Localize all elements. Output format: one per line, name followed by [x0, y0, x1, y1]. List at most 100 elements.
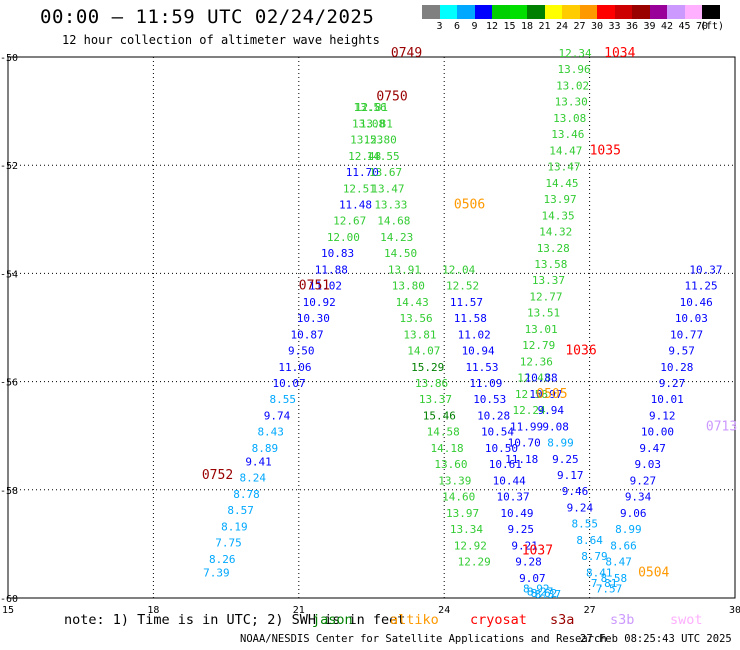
colorbar-swatch: [544, 5, 562, 19]
wave-height-label: 9.25: [552, 453, 579, 466]
wave-height-label: 13.56: [400, 312, 433, 325]
wave-height-label: 12.04: [442, 263, 475, 276]
wave-height-label: 10.01: [651, 393, 684, 406]
wave-height-label: 13.56: [353, 101, 386, 114]
wave-height-label: 8.19: [221, 520, 248, 533]
wave-height-label: 11.18: [505, 453, 538, 466]
colorbar-swatch: [422, 5, 440, 19]
wave-height-label: 14.50: [384, 247, 417, 260]
wave-height-label: 10.46: [680, 296, 713, 309]
wave-height-label: 10.77: [670, 328, 703, 341]
colorbar-swatch: [474, 5, 492, 19]
wave-height-label: 13.46: [551, 128, 584, 141]
wave-height-label: 10.07: [273, 377, 306, 390]
pass-time-label: 0750: [376, 89, 407, 104]
wave-height-label: 9.46: [562, 485, 589, 498]
colorbar-tick-label: 21: [538, 21, 551, 32]
wave-height-label: 8.57: [227, 504, 254, 517]
wave-height-label: 12.81: [355, 101, 388, 114]
wave-height-label: 10.03: [675, 312, 708, 325]
colorbar-tick-label: 45: [678, 21, 691, 32]
wave-height-label: 10.97: [529, 388, 562, 401]
wave-height-label: 10.49: [500, 507, 533, 520]
colorbar-swatch: [632, 5, 650, 19]
wave-height-label: 10.28: [660, 361, 693, 374]
wave-height-label: 8.43: [257, 426, 284, 439]
pass-time-label: 1036: [565, 344, 596, 359]
wave-height-label: 9.03: [635, 458, 662, 471]
wave-height-label: 13.58: [534, 258, 567, 271]
wave-height-label: 13.97: [446, 507, 479, 520]
x-tick-label: 27: [584, 605, 596, 616]
wave-height-label: 14.55: [367, 150, 400, 163]
colorbar-tick-label: 30: [590, 21, 604, 32]
wave-height-label: 12.24: [512, 404, 545, 417]
y-tick-label: -50: [0, 53, 18, 64]
wave-height-label: 9.12: [649, 409, 676, 422]
colorbar-tick-label: 9: [471, 21, 478, 32]
wave-height-label: 14.45: [545, 177, 578, 190]
wave-height-label: 11.53: [465, 361, 498, 374]
wave-height-label: 8.89: [252, 442, 279, 455]
colorbar-tick-label: 36: [625, 21, 639, 32]
wave-height-label: 14.07: [407, 345, 440, 358]
wave-height-label: 9.17: [557, 469, 584, 482]
wave-height-label: 15.29: [411, 361, 444, 374]
wave-height-label: 14.32: [539, 226, 572, 239]
wave-height-label: 11.25: [685, 280, 718, 293]
wave-height-label: 8.55: [572, 518, 599, 531]
colorbar-swatch: [439, 5, 457, 19]
satellite-legend-item: cryosat: [470, 612, 527, 628]
pass-time-label: 0713: [706, 419, 737, 434]
wave-height-label: 8.99: [547, 437, 574, 450]
x-tick-label: 18: [147, 605, 159, 616]
wave-height-label: 13.67: [369, 166, 402, 179]
wave-height-label: 13.81: [403, 328, 436, 341]
credit-line: NOAA/NESDIS Center for Satellite Applica…: [240, 633, 607, 645]
wave-height-label: 9.24: [567, 501, 594, 514]
wave-height-label: 7.39: [203, 566, 230, 579]
wave-height-label: 10.87: [290, 328, 323, 341]
y-tick-label: -56: [0, 378, 18, 389]
wave-height-label: 14.68: [377, 215, 410, 228]
wave-height-label: 10.30: [297, 312, 330, 325]
footnote: note: 1) Time is in UTC; 2) SWH is in fe…: [64, 612, 406, 628]
wave-height-label: 11.48: [339, 198, 372, 211]
wave-height-label: 8.37: [535, 588, 562, 601]
wave-height-label: 9.41: [245, 455, 272, 468]
wave-height-label: 11.88: [315, 263, 348, 276]
wave-height-label: 12.34: [558, 47, 591, 60]
wave-height-label: 11.57: [450, 296, 483, 309]
wave-height-label: 8.24: [240, 472, 267, 485]
pass-time-label: 0504: [638, 565, 669, 580]
wave-height-label: 10.44: [493, 474, 526, 487]
wave-height-label: 11.02: [309, 280, 342, 293]
colorbar-swatch: [579, 5, 597, 19]
pass-time-label: 1037: [522, 544, 553, 559]
colorbar-tick-label: 33: [608, 21, 621, 32]
wave-height-label: 8.79: [581, 550, 608, 563]
wave-height-label: 13.01: [525, 323, 558, 336]
wave-height-label: 13.80: [392, 280, 425, 293]
wave-height-label: 8.41: [586, 566, 613, 579]
wave-height-label: 13.08: [553, 112, 586, 125]
wave-height-label: 8.26: [209, 553, 236, 566]
wave-height-label: 12.51: [343, 182, 376, 195]
wave-height-label: 8.47: [605, 556, 632, 569]
colorbar-tick-label: 70: [695, 21, 709, 32]
colorbar-swatch: [684, 5, 702, 19]
wave-height-label: 12.43: [517, 372, 550, 385]
colorbar-tick-label: 24: [555, 21, 569, 32]
pass-time-label: 0751: [299, 279, 330, 294]
colorbar-tick-label: 12: [485, 21, 499, 32]
colorbar-swatch: [562, 5, 580, 19]
pass-time-label: 1035: [590, 143, 621, 158]
colorbar-swatch: [597, 5, 615, 19]
colorbar-tick-label: 42: [660, 21, 674, 32]
wave-height-label: 9.47: [639, 442, 666, 455]
wave-height-label: 13.60: [434, 458, 467, 471]
wave-height-label: 12.67: [333, 215, 366, 228]
pass-time-label: 0505: [536, 387, 567, 402]
wave-height-label: 13.97: [543, 193, 576, 206]
colorbar-tick-label: 39: [643, 21, 656, 32]
